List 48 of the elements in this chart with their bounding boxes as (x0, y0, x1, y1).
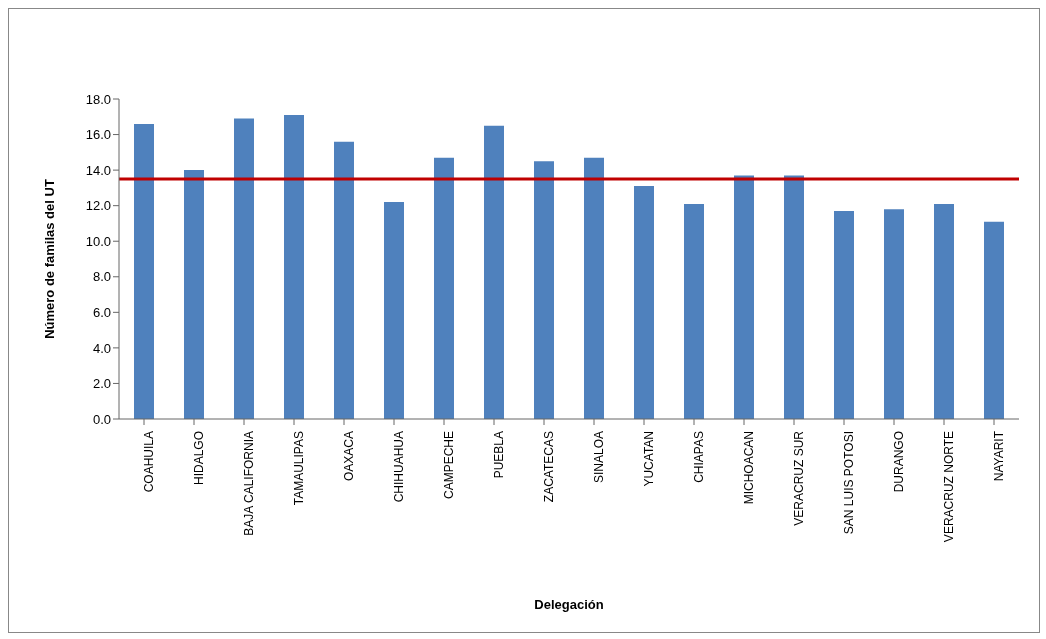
x-tick-label: HIDALGO (191, 431, 206, 486)
x-tick-label: MICHOACAN (741, 431, 756, 505)
x-tick-label: TAMAULIPAS (291, 431, 306, 506)
y-tick-label: 8.0 (92, 269, 111, 285)
bar (434, 157, 454, 419)
x-tick-label: ZACATECAS (541, 431, 556, 503)
x-tick-label: CHIHUAHUA (391, 431, 406, 503)
y-tick-label: 12.0 (85, 198, 111, 214)
bar (734, 175, 754, 419)
bar (884, 209, 904, 419)
bar (684, 203, 704, 419)
bar (784, 175, 804, 419)
x-tick-label: CAMPECHE (441, 431, 456, 500)
bar (584, 157, 604, 419)
bar (634, 186, 654, 419)
y-tick-label: 16.0 (85, 127, 111, 143)
x-tick-label: BAJA CALIFORNIA (241, 431, 256, 536)
bar (834, 211, 854, 419)
x-tick-label: VERACRUZ SUR (791, 430, 806, 526)
y-tick-label: 4.0 (92, 340, 111, 356)
x-tick-label: NAYARIT (991, 430, 1006, 482)
y-tick-label: 10.0 (85, 233, 111, 249)
x-tick-label: SINALOA (591, 431, 606, 484)
bar (284, 115, 304, 419)
y-tick-label: 14.0 (85, 162, 111, 178)
bar (934, 203, 954, 419)
y-tick-label: 2.0 (92, 376, 111, 392)
bar (534, 161, 554, 419)
y-tick-label: 18.0 (85, 91, 111, 107)
y-tick-label: 0.0 (92, 411, 111, 427)
x-tick-label: SAN LUIS POTOSI (841, 431, 856, 535)
y-tick-label: 6.0 (92, 304, 111, 320)
bar (334, 141, 354, 419)
x-tick-label: CHIAPAS (691, 431, 706, 483)
x-tick-label: OAXACA (341, 431, 356, 482)
bar (134, 123, 154, 419)
x-tick-label: COAHUILA (141, 431, 156, 493)
bar (234, 118, 254, 419)
x-tick-label: YUCATAN (641, 431, 656, 487)
x-tick-label: PUEBLA (491, 431, 506, 479)
bar (484, 125, 504, 419)
x-tick-label: DURANGO (891, 431, 906, 493)
bar (384, 202, 404, 419)
x-axis-title: Delegación (534, 597, 604, 612)
bar (184, 170, 204, 419)
y-axis-title: Número de familas del UT (41, 179, 57, 339)
x-tick-label: VERACRUZ NORTE (941, 431, 956, 543)
bar (984, 221, 1004, 419)
